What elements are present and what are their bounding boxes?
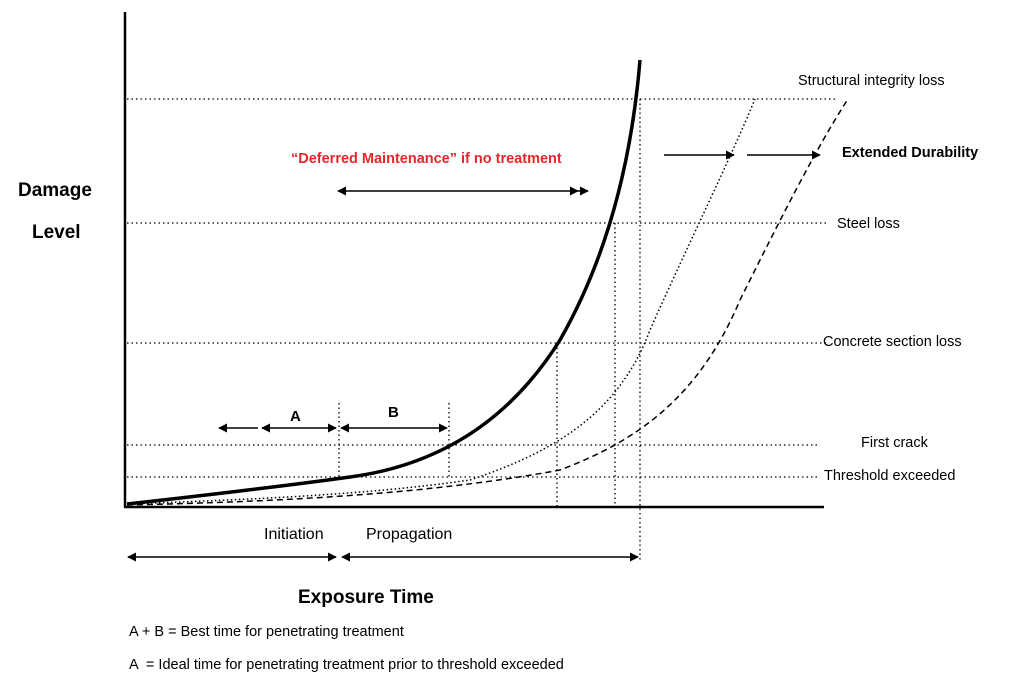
- first-crack-label: First crack: [861, 435, 928, 451]
- concrete-section-loss-label: Concrete section loss: [823, 334, 962, 350]
- steel-loss-label: Steel loss: [837, 216, 900, 232]
- y-axis-label-line2: Level: [32, 222, 81, 243]
- treated-dotted-curve: [126, 98, 756, 505]
- propagation-label: Propagation: [366, 526, 453, 543]
- x-axis-label: Exposure Time: [298, 587, 434, 608]
- note-a: A = Ideal time for penetrating treatment…: [129, 657, 564, 673]
- initiation-label: Initiation: [264, 526, 324, 543]
- structural-integrity-loss-label: Structural integrity loss: [798, 73, 945, 89]
- extended-durability-label: Extended Durability: [842, 145, 979, 161]
- threshold-exceeded-label: Threshold exceeded: [824, 468, 956, 484]
- y-axis-label-line1: Damage: [18, 180, 92, 201]
- a-label: A: [290, 408, 301, 425]
- deferred-maintenance-label: “Deferred Maintenance” if no treatment: [291, 151, 562, 167]
- treated-dashed-curve: [126, 98, 849, 506]
- damage-curve: [126, 59, 642, 506]
- note-a-plus-b: A + B = Best time for penetrating treatm…: [129, 624, 404, 640]
- b-label: B: [388, 404, 399, 421]
